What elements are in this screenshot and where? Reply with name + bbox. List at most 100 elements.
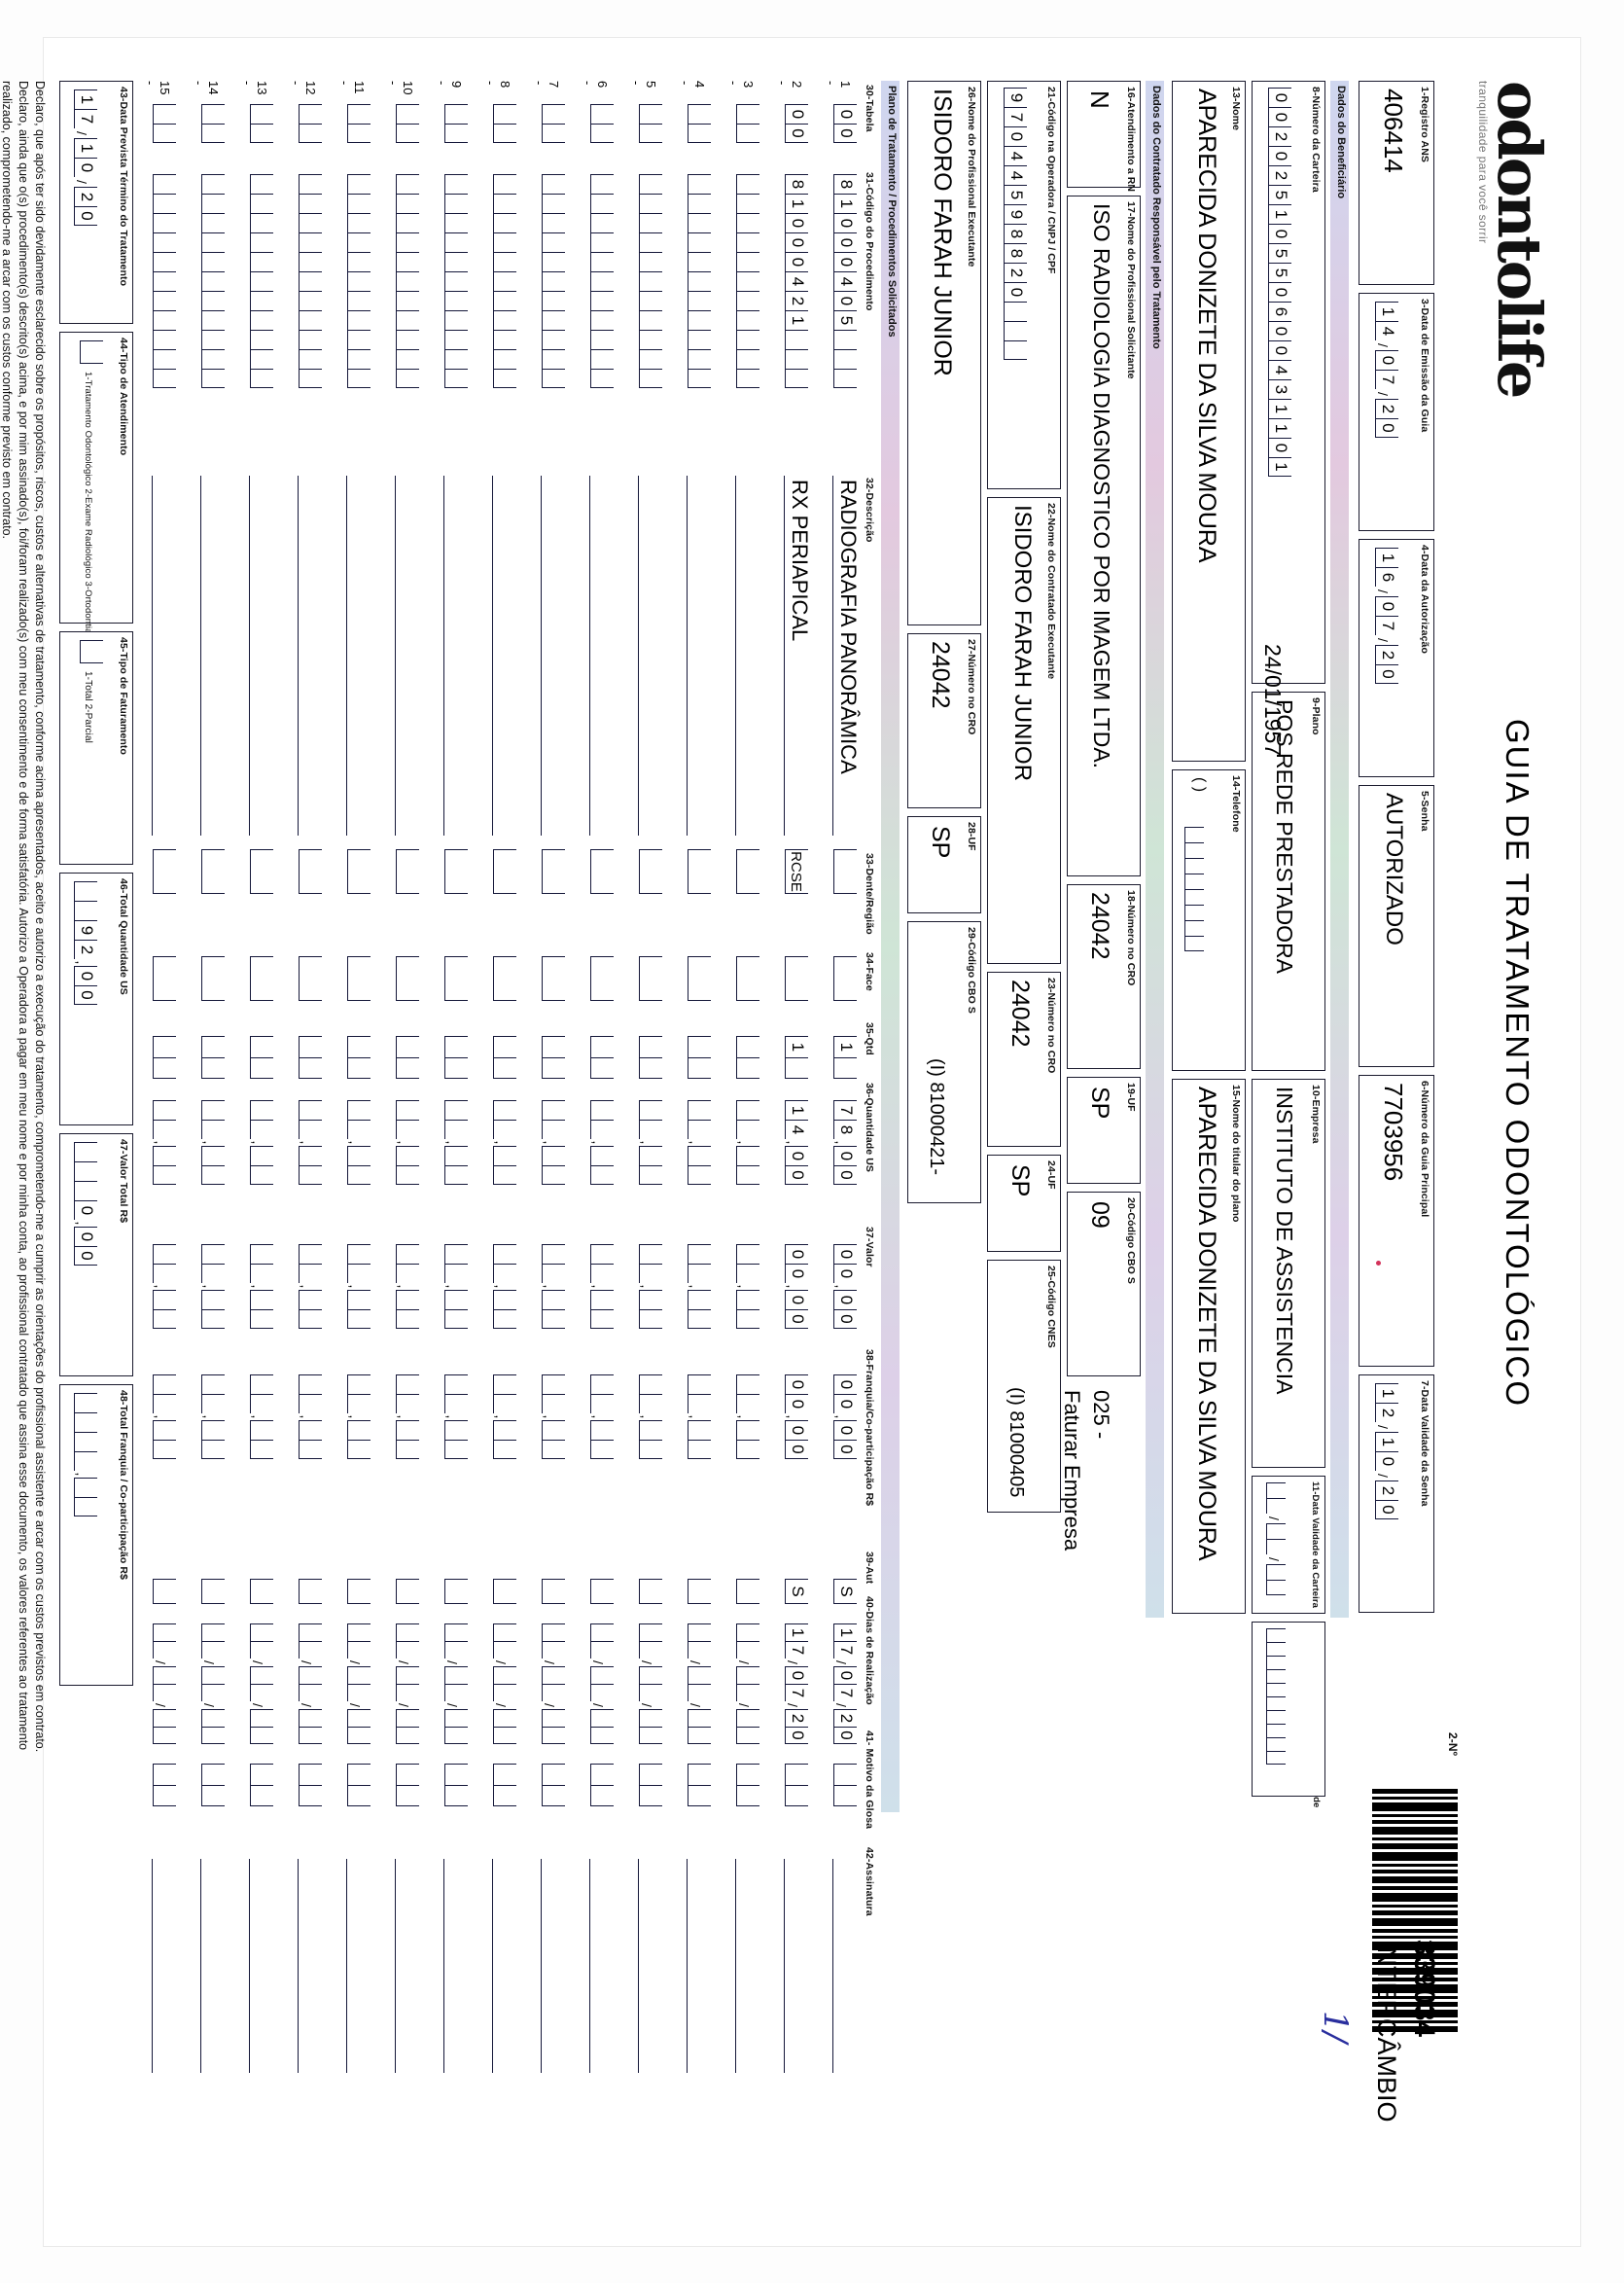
- field-data-emissao-label: 3-Data de Emissão da Guia: [1419, 298, 1430, 432]
- row-descricao-underline: [346, 475, 347, 836]
- row-cells: [299, 173, 322, 388]
- row-cells: [493, 1578, 516, 1604]
- row-cells: [493, 1035, 516, 1079]
- row-cells: ,: [396, 1243, 419, 1329]
- row-aut-cells: S: [833, 1578, 857, 1604]
- row-cells: [444, 103, 468, 143]
- field-cns-cells: [1266, 1627, 1286, 1765]
- row-cells: [347, 848, 371, 894]
- row-cells: [590, 955, 614, 1001]
- field-cro-solicitante: 18-Número no CRO 24042: [1067, 883, 1141, 1069]
- row-cells: [250, 173, 273, 388]
- row-cells: ,: [542, 1373, 565, 1459]
- field-atendimento-rn: 16-Atendimento a RN N: [1067, 80, 1141, 192]
- row-number: 6 -: [581, 80, 610, 88]
- row-cells: [444, 955, 468, 1001]
- field-uf-solicitante: 19-UF SP: [1067, 1076, 1141, 1184]
- row-cells: ,: [590, 1373, 614, 1459]
- row-cells: [444, 173, 468, 388]
- field-cro-prof-executante-value: 24042: [927, 640, 954, 709]
- row-descricao-underline: [443, 475, 444, 836]
- row-cells: [590, 1763, 614, 1806]
- row-cells: / /: [396, 1623, 419, 1744]
- note-code: 025 -: [1089, 1389, 1113, 1439]
- field-telefone-value: ( ): [1191, 776, 1208, 792]
- field-contratado-executante-value: ISIDORO FARAH JUNIOR: [1009, 504, 1036, 781]
- field-atendimento-rn-label: 16-Atendimento a RN: [1125, 86, 1137, 192]
- row-number: 11 -: [337, 80, 367, 94]
- row-cells: [347, 173, 371, 388]
- field-numero-carteira-label: 8-Número da Carteira: [1310, 86, 1322, 193]
- row-cells: ,: [347, 1243, 371, 1329]
- row-cells: [688, 955, 711, 1001]
- row-cells: ,: [688, 1373, 711, 1459]
- row-descricao-underline: [784, 475, 785, 836]
- field-cro-executante-value: 24042: [1006, 979, 1034, 1048]
- row-cells: / /: [688, 1623, 711, 1744]
- field-nome-beneficiario: 13-Nome APARECIDA DONIZETE DA SILVA MOUR…: [1172, 80, 1246, 762]
- row-cells: ,: [153, 1373, 176, 1459]
- field-titular-plano: 15-Nome do titular do plano APARECIDA DO…: [1172, 1078, 1246, 1614]
- row-descricao-underline: [638, 475, 639, 836]
- row-cells: [590, 173, 614, 388]
- row-cells: [396, 103, 419, 143]
- row-cells: [688, 173, 711, 388]
- row-cells: [639, 1763, 662, 1806]
- row-assinatura-line: [152, 1858, 153, 2073]
- row-cells: [153, 955, 176, 1001]
- col-header-valor: 37-Valor: [864, 1226, 875, 1267]
- field-total-franquia-label: 48-Total Franquia / Co-participação R$: [118, 1389, 129, 1580]
- field-profissional-solicitante-value: ISO RADIOLOGIA DIAGNOSTICO POR IMAGEM LT…: [1089, 202, 1114, 768]
- treatment-guide-form: odontolife tranquilidade para você sorri…: [0, 37, 1580, 2246]
- row-assinatura-line: [687, 1858, 688, 2073]
- page-marker-label: 2-Nº: [1446, 1731, 1460, 1756]
- row-cells: [299, 1035, 322, 1079]
- row-cells: [250, 1763, 273, 1806]
- section-plano-tratamento: Plano de Tratamento / Procedimentos Soli…: [881, 80, 900, 1812]
- row-aut-cells: S: [785, 1578, 808, 1604]
- row-number: 9 -: [435, 80, 464, 88]
- row-cells: / /: [153, 1623, 176, 1744]
- barcode-label: INTERCÂMBIO: [1372, 1939, 1401, 2122]
- row-cells: ,: [250, 1243, 273, 1329]
- row-cells: [250, 1578, 273, 1604]
- row-cells: [493, 1763, 516, 1806]
- field-profissional-executante-label: 26-Nome do Profissional Executante: [966, 86, 977, 267]
- red-dot-mark: [1376, 1260, 1381, 1266]
- row-cells: [639, 848, 662, 894]
- row-cells: [736, 1578, 759, 1604]
- col-header-face: 34-Face: [864, 951, 875, 991]
- field-telefone-cells: [1184, 826, 1204, 951]
- field-senha-value: AUTORIZADO: [1381, 792, 1407, 945]
- field-registro-ans-value: 406414: [1379, 88, 1408, 173]
- row-cells: [688, 1035, 711, 1079]
- row-dente-cells: RCSE: [785, 848, 808, 894]
- row-descricao: RADIOGRAFIA PANORÂMICA: [836, 479, 861, 774]
- row-assinatura-line: [200, 1858, 201, 2073]
- row-cells: [639, 955, 662, 1001]
- field-cro-solicitante-label: 18-Número no CRO: [1125, 889, 1137, 985]
- row-descricao-underline: [492, 475, 493, 836]
- row-cells: ,: [201, 1099, 225, 1185]
- field-validade-carteira-cells: / /: [1266, 1481, 1286, 1595]
- field-registro-ans-label: 1-Registro ANS: [1419, 86, 1430, 162]
- row-face-cells: [833, 955, 857, 1001]
- row-cells: ,: [299, 1243, 322, 1329]
- row-cells: [153, 848, 176, 894]
- row-cells: ,: [639, 1373, 662, 1459]
- field-guia-principal: 6-Número da Guia Principal 7703956: [1359, 1074, 1434, 1367]
- row-cells: [736, 955, 759, 1001]
- handwriting-stray-mark: 1/: [1316, 2010, 1355, 2043]
- row-cells: [299, 848, 322, 894]
- row-assinatura-line: [395, 1858, 396, 2073]
- row-cells: [299, 1578, 322, 1604]
- row-number: 15 -: [143, 80, 172, 94]
- row-cells: [250, 848, 273, 894]
- row-cells: ,: [639, 1243, 662, 1329]
- field-total-franquia-cells: ,: [74, 1392, 97, 1516]
- row-cells: ,: [444, 1373, 468, 1459]
- row-cells: ,: [444, 1243, 468, 1329]
